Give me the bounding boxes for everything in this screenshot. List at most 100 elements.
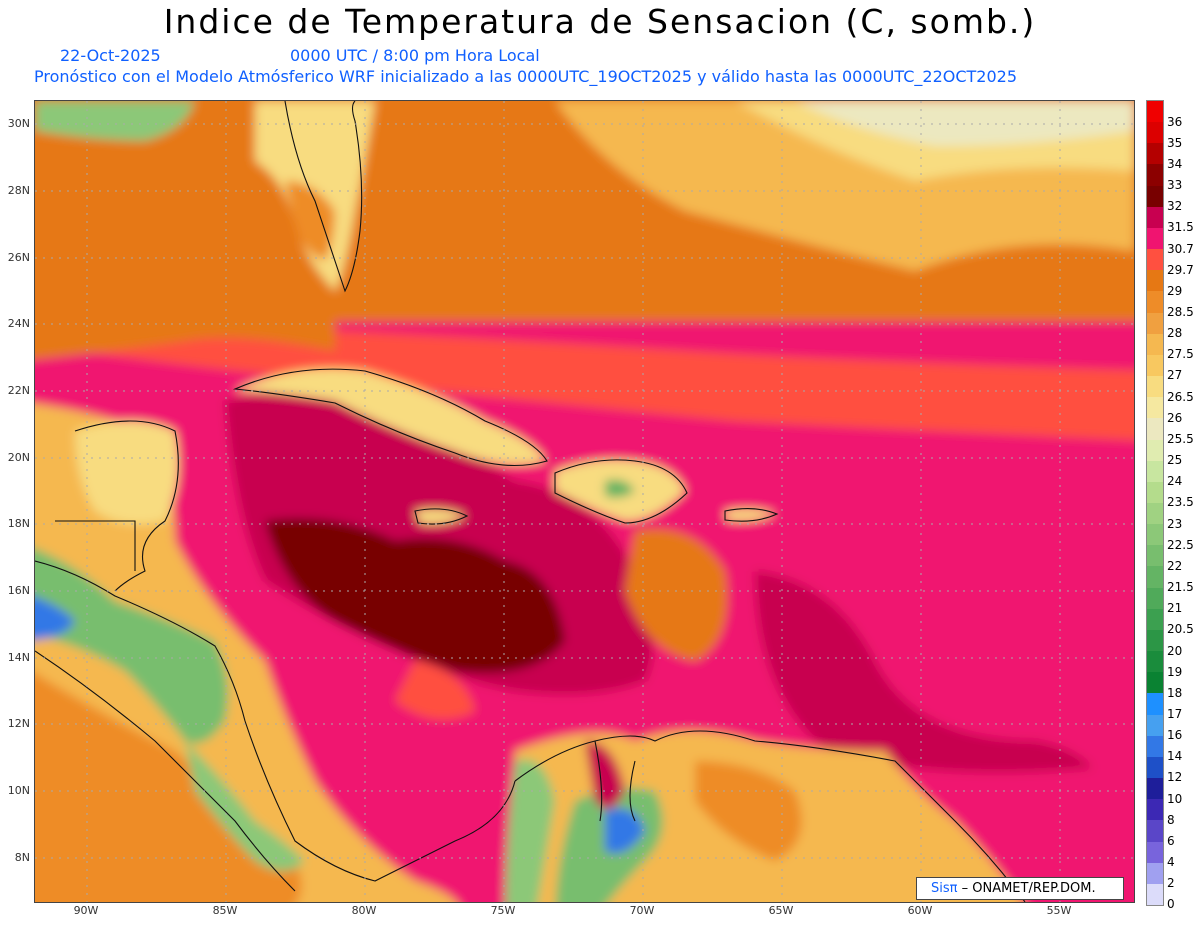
colorbar-swatch xyxy=(1147,460,1163,483)
colorbar-label: 12 xyxy=(1167,770,1183,785)
colorbar-swatch xyxy=(1147,439,1163,462)
colorbar-label: 29.7 xyxy=(1167,262,1194,277)
colorbar-swatch xyxy=(1147,820,1163,843)
colorbar-label: 26.5 xyxy=(1167,389,1194,404)
colorbar-label: 23.5 xyxy=(1167,495,1194,510)
colorbar-label: 2 xyxy=(1167,876,1175,891)
colorbar-label: 14 xyxy=(1167,749,1183,764)
colorbar-label: 19 xyxy=(1167,664,1183,679)
colorbar-swatch xyxy=(1147,481,1163,504)
credit-text: – ONAMET/REP.DOM. xyxy=(961,881,1096,896)
colorbar-label: 20.5 xyxy=(1167,622,1194,637)
colorbar-swatch xyxy=(1147,354,1163,377)
colorbar-label: 18 xyxy=(1167,685,1183,700)
lat-label: 22N xyxy=(7,384,30,397)
colorbar-swatch xyxy=(1147,397,1163,419)
colorbar-label: 32 xyxy=(1167,199,1183,214)
map-title: Indice de Temperatura de Sensacion (C, s… xyxy=(163,2,1037,41)
lon-label: 65W xyxy=(768,904,794,917)
lon-label: 60W xyxy=(907,904,933,917)
colorbar-swatch xyxy=(1147,651,1163,673)
colorbar-swatch xyxy=(1147,206,1163,229)
lat-label: 26N xyxy=(7,251,30,264)
colorbar-label: 8 xyxy=(1167,812,1175,827)
colorbar-label: 17 xyxy=(1167,707,1183,721)
colorbar-label: 6 xyxy=(1167,833,1175,848)
sispi-logo: Sisπ xyxy=(931,881,958,896)
colorbar-label: 4 xyxy=(1167,855,1175,870)
lat-label: 10N xyxy=(7,784,30,797)
colorbar-swatch xyxy=(1147,312,1163,335)
colorbar-label: 34 xyxy=(1167,156,1183,171)
colorbar-swatch xyxy=(1147,883,1163,906)
heat-index-map xyxy=(34,100,1135,903)
colorbar-swatch xyxy=(1147,333,1163,356)
colorbar-swatch xyxy=(1147,693,1163,716)
lon-label: 75W xyxy=(490,904,516,917)
colorbar-swatch xyxy=(1147,587,1163,610)
lat-label: 30N xyxy=(7,117,30,130)
colorbar-swatch xyxy=(1147,249,1163,271)
lon-label: 85W xyxy=(212,904,238,917)
colorbar-label: 24 xyxy=(1167,474,1183,489)
colorbar-swatch xyxy=(1147,799,1163,821)
colorbar-label: 25 xyxy=(1167,453,1183,468)
colorbar-label: 27.5 xyxy=(1167,347,1194,362)
colorbar-swatch xyxy=(1147,418,1163,441)
colorbar-label: 33 xyxy=(1167,178,1183,193)
colorbar-swatch xyxy=(1147,545,1163,567)
lat-label: 8N xyxy=(14,851,30,864)
lon-label: 55W xyxy=(1046,904,1072,917)
colorbar-label: 25.5 xyxy=(1167,431,1194,446)
lat-label: 16N xyxy=(7,584,30,597)
colorbar-swatch xyxy=(1147,101,1163,123)
lat-label: 18N xyxy=(7,517,30,530)
colorbar-label: 31.5 xyxy=(1167,220,1194,235)
lon-label: 70W xyxy=(629,904,655,917)
colorbar-label: 21 xyxy=(1167,601,1183,616)
colorbar-label: 26 xyxy=(1167,410,1183,425)
colorbar-label: 22.5 xyxy=(1167,537,1194,552)
credit-box: Sisπ – ONAMET/REP.DOM. xyxy=(916,877,1124,900)
colorbar-swatch xyxy=(1147,143,1163,165)
colorbar-label: 30.7 xyxy=(1167,241,1194,256)
colorbar-label: 27 xyxy=(1167,368,1183,383)
forecast-date: 22-Oct-2025 xyxy=(60,46,161,65)
forecast-time: 0000 UTC / 8:00 pm Hora Local xyxy=(290,46,540,65)
lat-label: 12N xyxy=(7,717,30,730)
colorbar xyxy=(1146,100,1164,906)
lat-label: 20N xyxy=(7,451,30,464)
colorbar-label: 20 xyxy=(1167,643,1183,658)
lat-label: 14N xyxy=(7,651,30,664)
colorbar-swatch xyxy=(1147,227,1163,250)
colorbar-swatch xyxy=(1147,164,1163,187)
colorbar-swatch xyxy=(1147,376,1163,398)
colorbar-swatch xyxy=(1147,672,1163,694)
colorbar-swatch xyxy=(1147,566,1163,589)
colorbar-swatch xyxy=(1147,714,1163,737)
colorbar-label: 21.5 xyxy=(1167,580,1194,595)
colorbar-label: 10 xyxy=(1167,791,1183,806)
colorbar-label: 22 xyxy=(1167,558,1183,573)
colorbar-swatch xyxy=(1147,608,1163,631)
lon-label: 90W xyxy=(73,904,99,917)
colorbar-label: 28.5 xyxy=(1167,305,1194,319)
colorbar-swatch xyxy=(1147,862,1163,885)
colorbar-label: 29 xyxy=(1167,283,1183,298)
colorbar-label: 23 xyxy=(1167,516,1183,531)
colorbar-swatch xyxy=(1147,270,1163,292)
colorbar-swatch xyxy=(1147,185,1163,208)
lat-label: 24N xyxy=(7,317,30,330)
colorbar-swatch xyxy=(1147,629,1163,652)
colorbar-label: 35 xyxy=(1167,135,1183,150)
colorbar-swatch xyxy=(1147,524,1163,546)
model-info: Pronóstico con el Modelo Atmósferico WRF… xyxy=(34,67,1018,86)
colorbar-label: 36 xyxy=(1167,114,1183,129)
colorbar-swatch xyxy=(1147,735,1163,758)
colorbar-swatch xyxy=(1147,756,1163,779)
colorbar-swatch xyxy=(1147,503,1163,525)
colorbar-swatch xyxy=(1147,841,1163,864)
colorbar-label: 0 xyxy=(1167,897,1175,912)
colorbar-label: 28 xyxy=(1167,326,1183,341)
colorbar-swatch xyxy=(1147,778,1163,800)
